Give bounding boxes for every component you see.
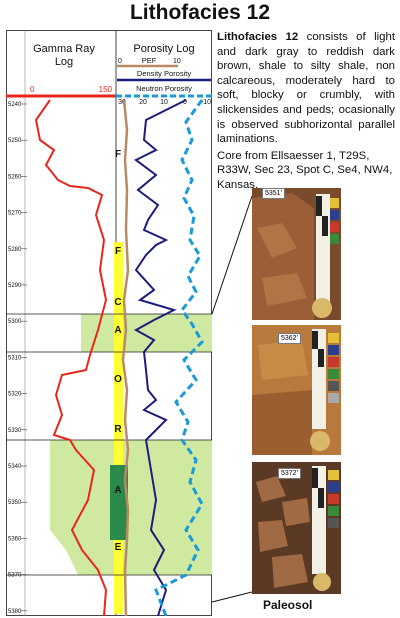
depth-tick-label: 5340	[8, 464, 22, 470]
core-photo-3: 5372'	[252, 462, 341, 594]
depth-tick-label: 5310	[8, 355, 22, 361]
core-photo-2: 5362'	[252, 325, 341, 455]
gamma-ray-header: Gamma Ray Log	[33, 43, 95, 68]
porosity-tick-label: 10	[160, 99, 168, 106]
porosity-tick-label: 0	[183, 99, 187, 106]
depth-tick-label: 5320	[8, 392, 22, 398]
core-photo-1-label: 5351'	[262, 188, 285, 199]
porosity-tick-label: -10	[201, 99, 211, 106]
depth-tick-label: 5250	[8, 138, 22, 144]
lithofacies-description: Lithofacies 12 consists of light and dar…	[217, 30, 395, 193]
porosity-tick-label: 20	[139, 99, 147, 106]
pef-label: PEF	[142, 56, 157, 65]
core-photo-1: 5351'	[252, 188, 341, 320]
connector-top	[211, 195, 253, 315]
depth-tick-label: 5330	[8, 428, 22, 434]
depth-tick-label: 5370	[8, 573, 22, 579]
horizon-letter: C	[114, 297, 121, 308]
horizon-letter: A	[114, 325, 121, 336]
core-photo-2-label: 5362'	[278, 333, 301, 344]
horizon-letter: F	[115, 246, 121, 257]
porosity-log-header: Porosity Log	[133, 43, 194, 55]
horizon-letter: F	[115, 149, 121, 160]
gamma-scale-max: 150	[99, 85, 113, 94]
gamma-ray-header-l1: Gamma Ray	[33, 43, 95, 55]
density-label: Density Porosity	[137, 69, 191, 78]
core-photo-2-image	[252, 325, 341, 455]
horizon-letter: R	[114, 424, 122, 435]
depth-tick-label: 5280	[8, 247, 22, 253]
depth-tick-label: 5360	[8, 536, 22, 542]
gamma-ray-header-l2: Log	[55, 56, 73, 68]
core-location: Core from Ellsaesser 1, T29S, R33W, Sec …	[217, 149, 393, 191]
core-photo-3-image	[252, 462, 341, 594]
paleosol-interval-bar	[110, 465, 128, 540]
neutron-porosity-curve	[154, 99, 204, 616]
gamma-ray-curve	[34, 99, 108, 616]
page-title: Lithofacies 12	[129, 1, 271, 24]
core-interval-bar	[114, 242, 123, 614]
depth-tick-label: 5380	[8, 609, 22, 615]
depth-tick-label: 5270	[8, 211, 22, 217]
density-porosity-curve	[133, 99, 187, 616]
connector-bottom	[211, 591, 253, 603]
gamma-scale-min: 0	[30, 85, 35, 94]
horizon-letter: A	[114, 485, 121, 496]
core-photo-1-image	[252, 188, 341, 320]
porosity-scale-ticks: 30 20 10 0 -10	[118, 99, 211, 106]
pef-scale-min: 0	[118, 58, 122, 65]
paleosol-zone-upper	[81, 314, 212, 352]
neutron-label: Neutron Porosity	[136, 84, 192, 93]
depth-scale: 5240 5250 5260 5270 5280 5290 5300 5310 5320 5330…	[8, 102, 27, 615]
depth-tick-label: 5300	[8, 319, 22, 325]
horizon-letter: O	[114, 374, 122, 385]
horizon-letter: E	[115, 542, 122, 553]
well-log-panel: Gamma Ray Log Porosity Log 0 PEF 10 Densi…	[6, 30, 212, 616]
depth-tick-label: 5260	[8, 174, 22, 180]
depth-tick-label: 5240	[8, 102, 22, 108]
pef-curve	[121, 99, 130, 616]
depth-tick-label: 5350	[8, 500, 22, 506]
description-lead: Lithofacies 12 consists of light and dar…	[217, 31, 395, 146]
porosity-tick-label: 30	[118, 99, 126, 106]
horizon-letters: F F C A O R A E	[114, 149, 122, 553]
photo-caption: Paleosol	[263, 598, 313, 612]
pef-scale-max: 10	[173, 58, 181, 65]
depth-tick-label: 5290	[8, 283, 22, 289]
core-photo-3-label: 5372'	[278, 468, 301, 479]
